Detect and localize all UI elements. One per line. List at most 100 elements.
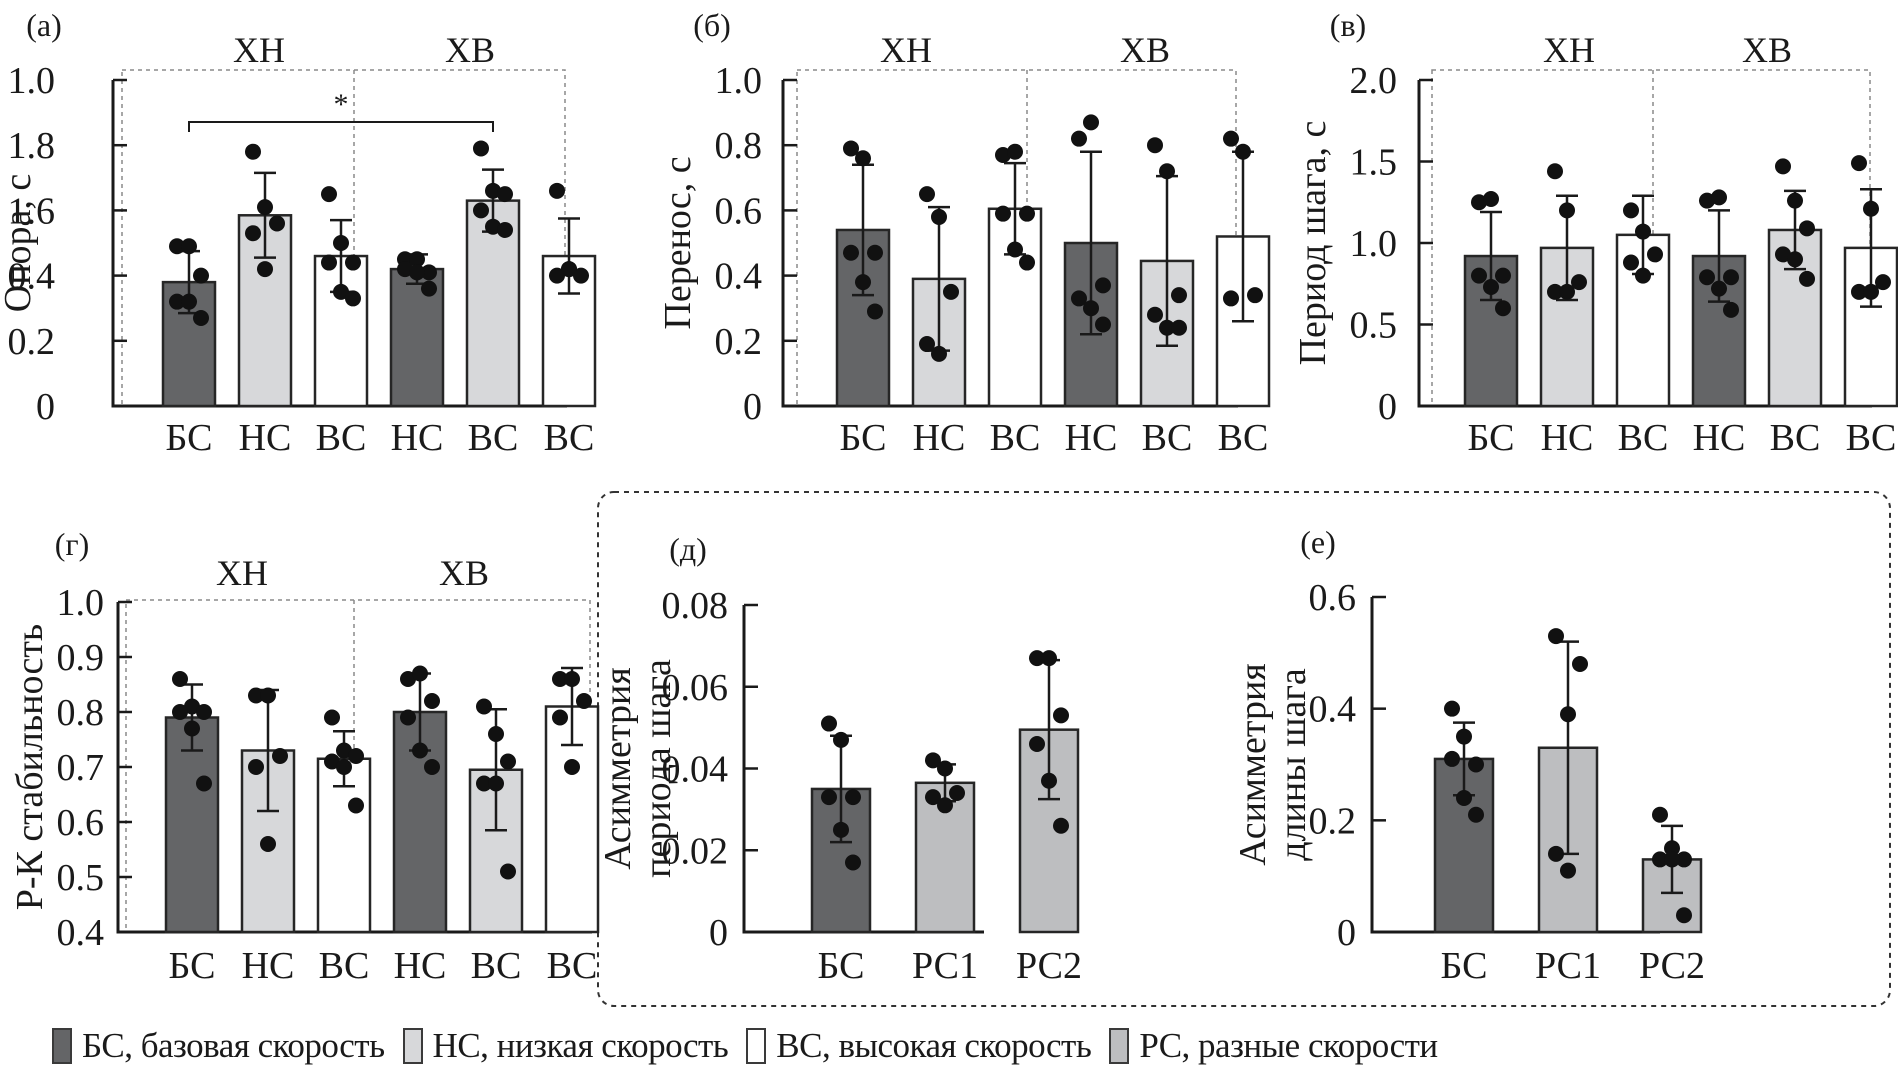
y-tick-label: 1.8 [8, 125, 56, 167]
data-point [1495, 267, 1511, 284]
data-point [1647, 246, 1663, 263]
data-point [949, 785, 965, 802]
data-point [1147, 306, 1163, 323]
y-tick-label: 0.06 [662, 667, 729, 709]
data-point [172, 704, 188, 720]
data-point [843, 244, 859, 261]
data-point [324, 709, 340, 726]
y-tick-label: 0.02 [662, 830, 729, 872]
data-point [1699, 269, 1715, 286]
y-tick-label: 1.0 [715, 60, 763, 102]
data-point [919, 186, 935, 203]
data-point [1548, 628, 1564, 645]
y-axis-label: Период шага, с [1292, 121, 1334, 366]
data-point [1711, 280, 1727, 297]
data-point [169, 293, 185, 310]
data-point [172, 671, 188, 687]
data-point [485, 182, 501, 199]
x-tick-label: БС [1468, 417, 1515, 459]
y-axis-label: Опора, с [0, 174, 39, 313]
data-point [1235, 143, 1251, 160]
data-point [336, 759, 352, 775]
x-tick-label: НС [1693, 417, 1746, 459]
data-point [1875, 274, 1891, 291]
data-point [1071, 130, 1087, 147]
group-label-1: ХВ [1742, 30, 1792, 70]
y-tick-label: 0.5 [57, 857, 105, 899]
x-tick-label: ВС [471, 945, 522, 987]
legend-label-ns: НС, низкая скорость [432, 1026, 729, 1065]
x-tick-label: НС [1065, 417, 1118, 459]
x-tick-label: БС [169, 945, 216, 987]
y-tick-label: 0.8 [715, 125, 763, 167]
x-tick-label: НС [1541, 417, 1594, 459]
data-point [345, 290, 361, 307]
data-point [1775, 246, 1791, 263]
data-point [1572, 656, 1588, 672]
data-point [1483, 279, 1499, 296]
data-point [845, 789, 861, 806]
y-tick-label: 0.7 [57, 747, 105, 789]
figure-canvas: ХН ХВ 0 0.2 0.4 1.6 1.8 1.0 Опора, с (а) БС НС ВС НС В… [0, 7, 1898, 1007]
data-point [1775, 158, 1791, 175]
y-tick-label: 0.2 [1309, 800, 1357, 842]
data-point [1456, 728, 1472, 745]
data-point [184, 720, 200, 737]
data-point [1676, 851, 1692, 868]
data-point [1799, 270, 1815, 287]
data-point [348, 797, 364, 814]
panel-c: ХН ХВ 0 0.5 1.0 1.5 2.0 Период шага, с (в) БС НС ВС… [1292, 7, 1898, 459]
data-point [564, 671, 580, 687]
y-tick-label: 0.6 [57, 802, 105, 844]
data-point [488, 726, 504, 742]
data-point [412, 665, 428, 682]
data-point [1029, 650, 1045, 667]
data-point [409, 264, 425, 281]
data-point [409, 251, 425, 268]
x-tick-label: НС [239, 417, 292, 459]
x-tick-label: ВС [1618, 417, 1669, 459]
legend-swatch-vs [746, 1028, 767, 1064]
data-point [1559, 202, 1575, 219]
data-point [561, 261, 577, 278]
y-axis-label: длины шага [1272, 668, 1314, 861]
data-point [260, 836, 276, 852]
data-point [1559, 283, 1575, 300]
data-point [169, 238, 185, 255]
data-point [1547, 283, 1563, 300]
y-tick-label: 0.2 [8, 321, 56, 363]
data-point [424, 759, 440, 775]
data-point [1664, 851, 1680, 868]
y-tick-label: 0.8 [57, 692, 105, 734]
panel-label: (е) [1300, 524, 1336, 560]
data-point [400, 671, 416, 687]
data-point [1053, 707, 1069, 724]
group-label-1: ХВ [445, 30, 495, 70]
data-point [1471, 267, 1487, 284]
data-point [1664, 840, 1680, 857]
data-point [1560, 862, 1576, 879]
data-point [500, 863, 516, 880]
panel-label: (г) [55, 526, 89, 562]
data-point [1095, 277, 1111, 294]
data-point [257, 199, 273, 216]
data-point [1456, 790, 1472, 806]
panel-d: ХН ХВ 0.4 0.5 0.6 0.7 0.8 0.9 1.0Р-К стабильност… [9, 526, 600, 987]
data-point [272, 748, 288, 764]
data-point [937, 760, 953, 777]
data-point [1247, 287, 1263, 304]
bar-БС [164, 716, 220, 934]
data-point [473, 140, 489, 157]
data-point [925, 789, 941, 806]
data-point [1676, 907, 1692, 924]
data-point [196, 704, 212, 720]
x-tick-label: РС2 [1639, 945, 1705, 987]
significance-star: * [334, 88, 349, 121]
data-point [476, 698, 492, 715]
y-axis-label: Перенос, с [657, 156, 699, 329]
data-point [1547, 163, 1563, 180]
y-tick-label: 0.4 [8, 256, 56, 298]
data-point [485, 218, 501, 235]
